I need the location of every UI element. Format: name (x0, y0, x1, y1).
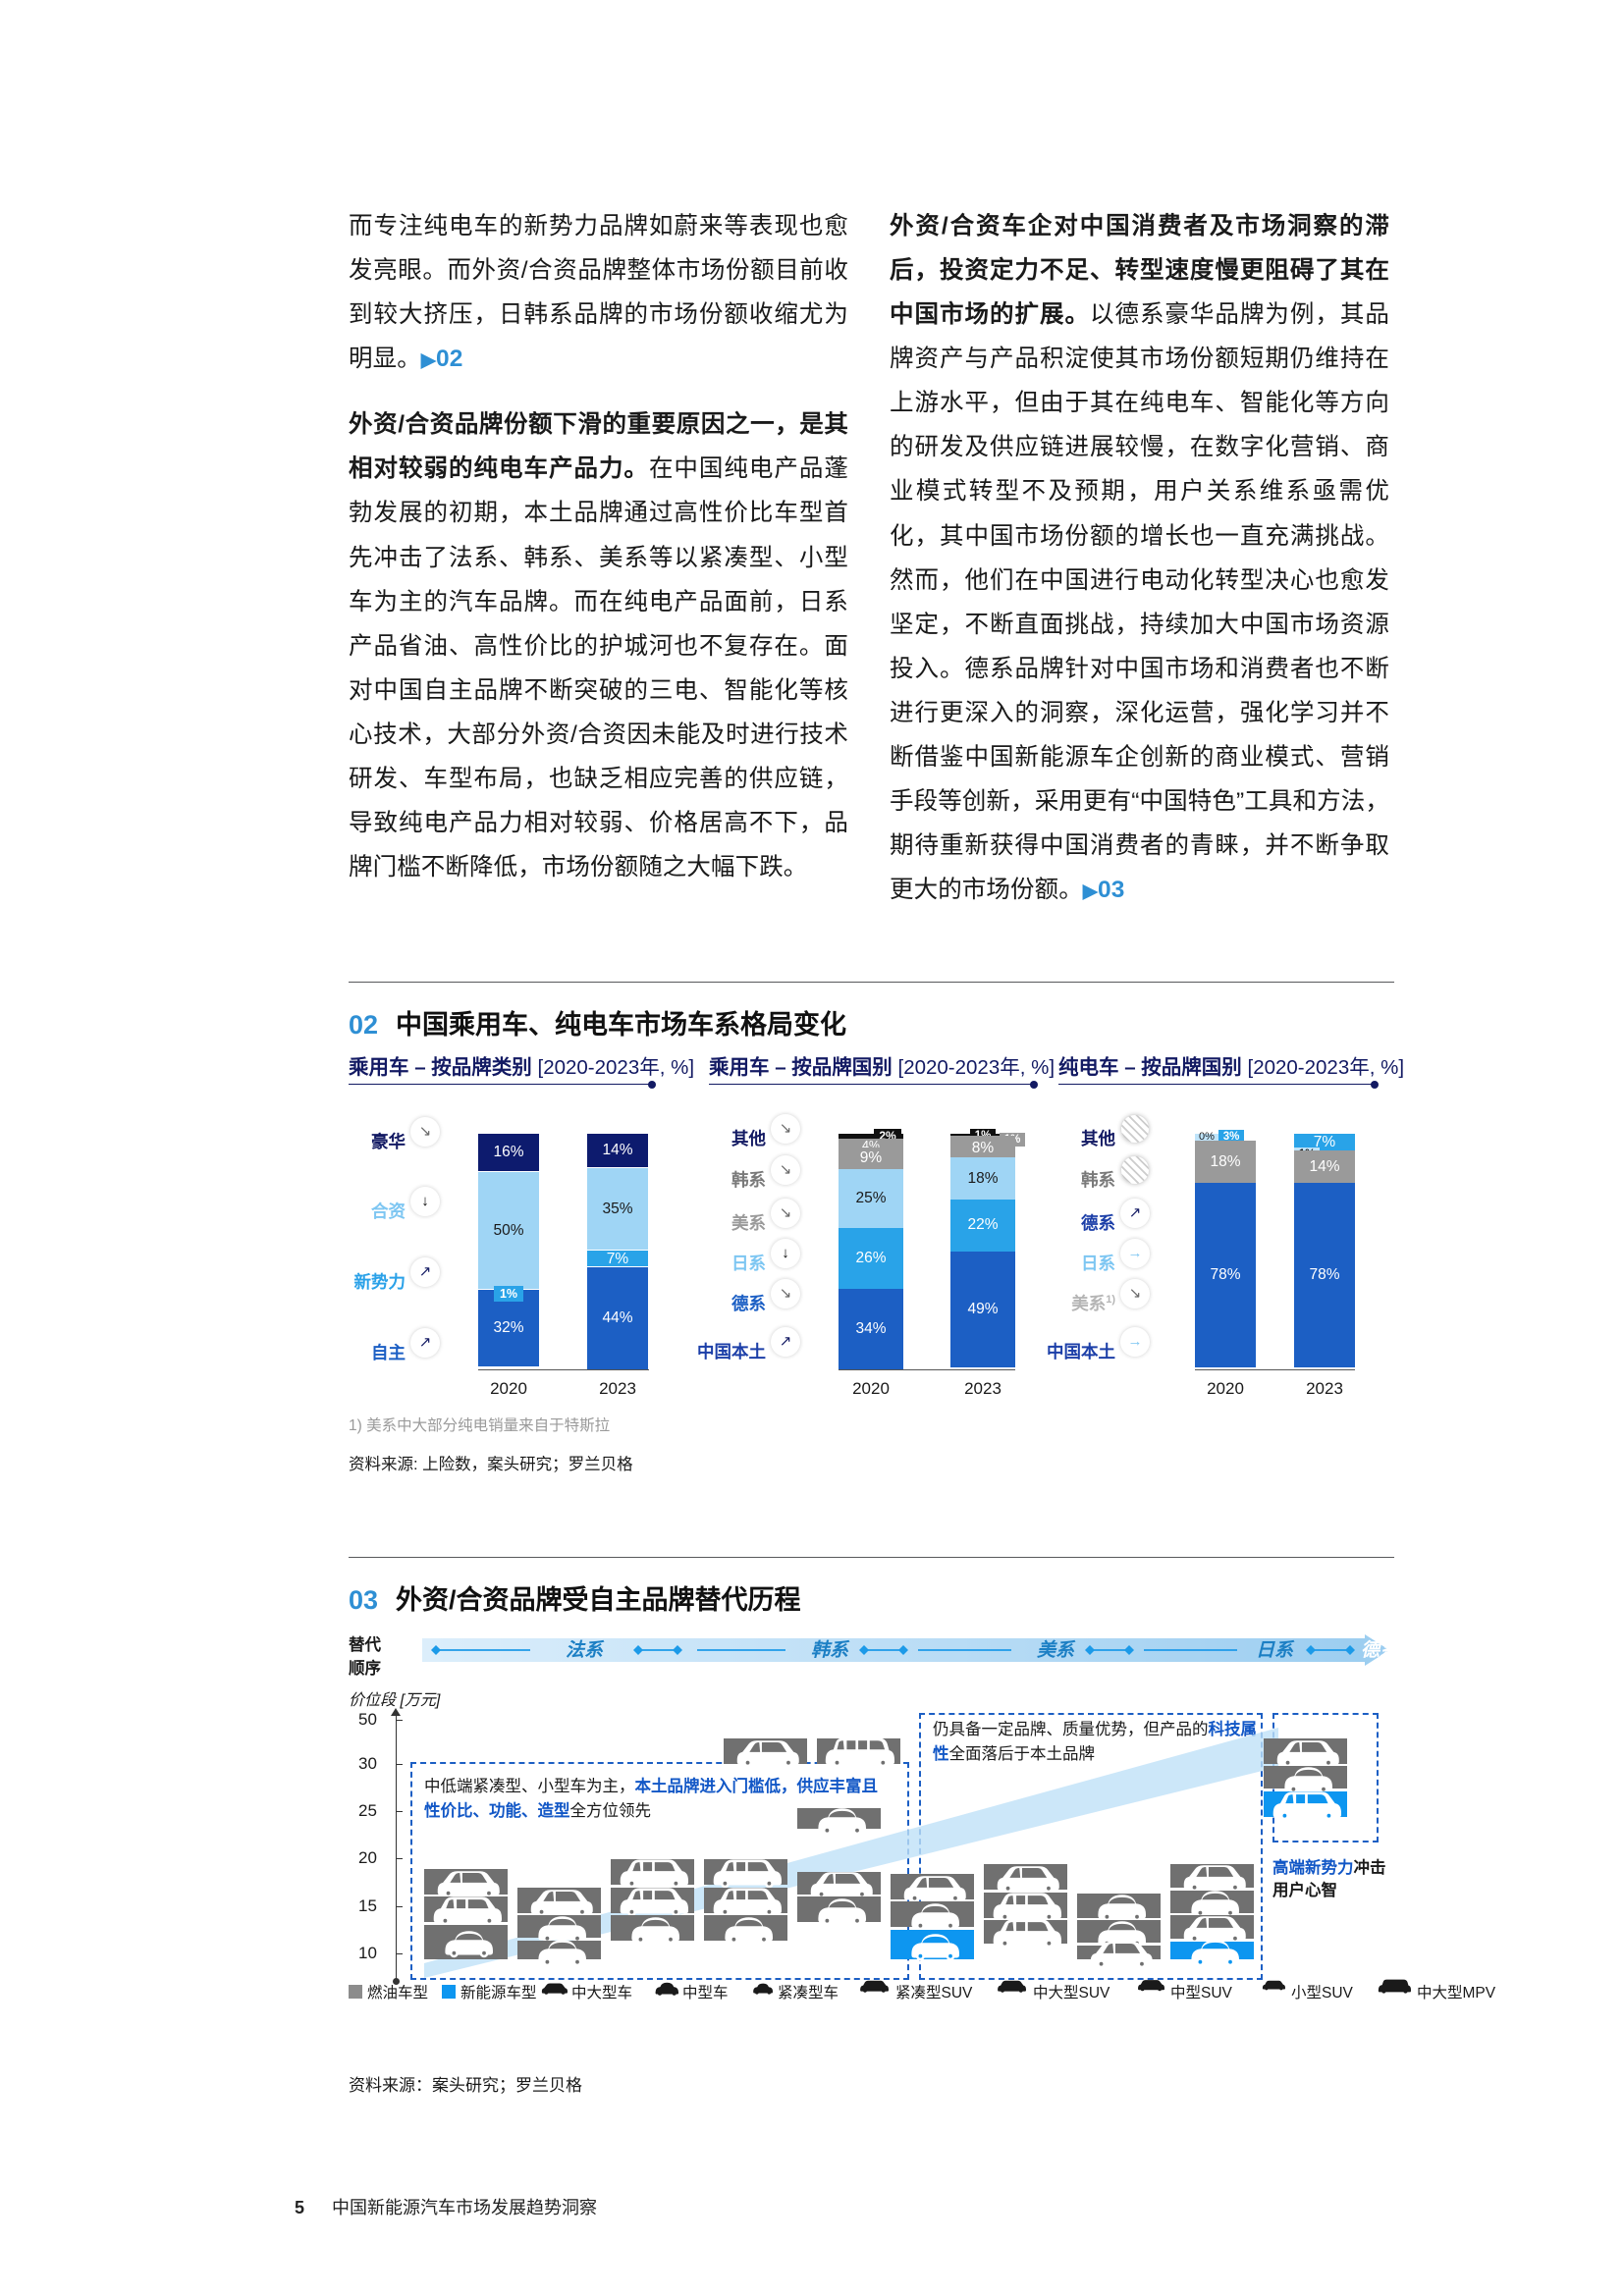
svg-text:法系: 法系 (566, 1639, 605, 1661)
svg-text:韩系: 韩系 (811, 1639, 850, 1661)
svg-text:德系: 德系 (1361, 1639, 1400, 1661)
svg-text:日系: 日系 (1256, 1639, 1295, 1661)
svg-text:美系: 美系 (1037, 1639, 1076, 1661)
